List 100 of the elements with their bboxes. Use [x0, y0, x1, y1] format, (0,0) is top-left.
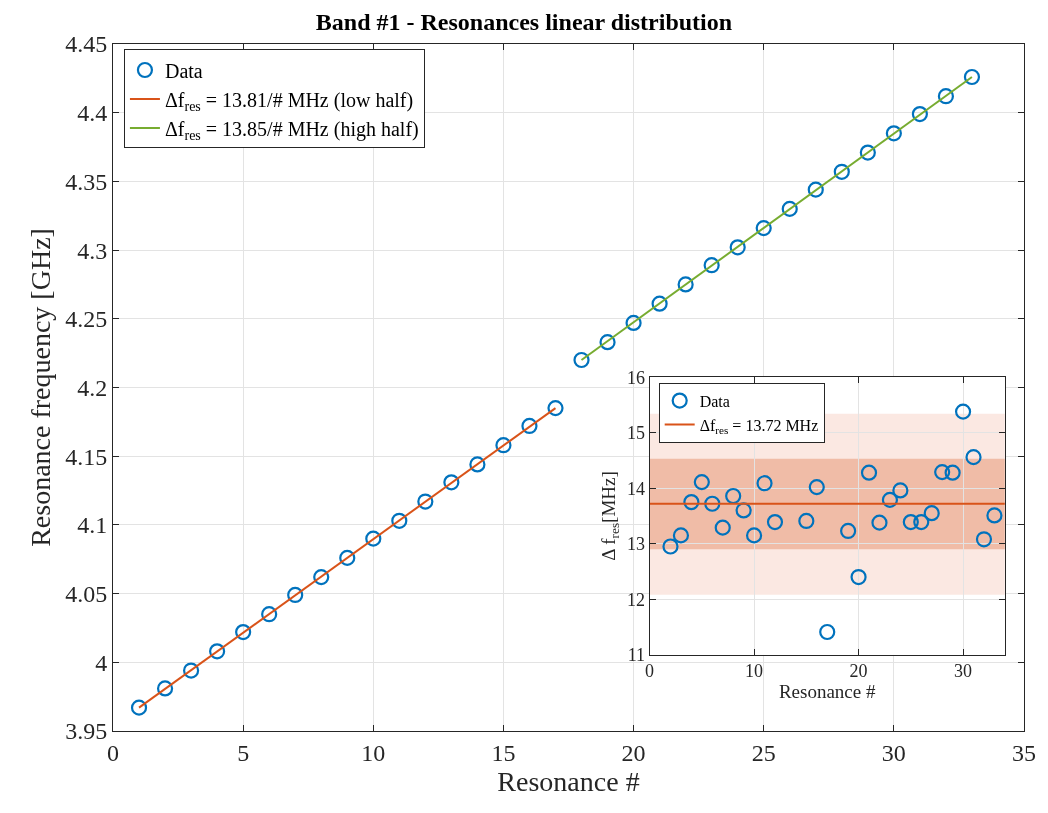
- point: [954, 403, 972, 420]
- point: [963, 68, 981, 86]
- x-tick-label: 0: [107, 739, 119, 766]
- point: [339, 549, 356, 566]
- point: [871, 514, 888, 531]
- point: [756, 475, 773, 492]
- point: [625, 314, 642, 332]
- y-tick-label: 4.35: [65, 168, 108, 195]
- point: [495, 437, 512, 454]
- legend-label: Data: [699, 392, 730, 410]
- y-axis-title: Resonance frequency [GHz]: [24, 228, 56, 547]
- point: [850, 568, 867, 586]
- legend-label: Data: [164, 59, 203, 82]
- point: [986, 507, 1003, 524]
- y-tick-label: 12: [626, 589, 645, 610]
- x-axis-title: Resonance #: [497, 765, 640, 797]
- legend-label: Δf$_{res}$ = 13.72 MHz: [699, 416, 819, 436]
- point: [672, 527, 690, 544]
- point: [902, 513, 919, 531]
- point: [807, 181, 824, 198]
- point: [913, 513, 930, 531]
- point: [209, 643, 226, 660]
- point: [261, 606, 278, 623]
- x-tick-label: 20: [849, 661, 868, 682]
- x-tick-label: 30: [881, 739, 906, 766]
- x-tick-label: 30: [954, 661, 973, 682]
- x-tick-label: 0: [645, 661, 655, 682]
- point: [547, 400, 564, 417]
- point: [469, 456, 486, 473]
- y-tick-label: 4.3: [77, 237, 108, 264]
- point: [860, 464, 878, 481]
- y-tick-label: 11: [627, 645, 645, 666]
- y-tick-label: 4: [95, 649, 108, 676]
- point: [735, 502, 752, 519]
- point: [781, 200, 798, 217]
- y-tick-label: 4.45: [65, 31, 108, 58]
- y-tick-label: 3.95: [65, 718, 108, 745]
- point: [766, 513, 784, 531]
- point: [808, 479, 825, 496]
- y-tick-label: 16: [626, 367, 645, 388]
- point: [443, 474, 460, 491]
- point: [859, 144, 876, 161]
- point: [365, 530, 382, 547]
- y-tick-label: 4.05: [65, 581, 108, 607]
- point: [833, 163, 850, 180]
- point: [391, 512, 408, 529]
- y-tick-label: 4.15: [65, 443, 108, 470]
- x-axis-title: Resonance #: [778, 681, 876, 703]
- point: [714, 519, 731, 536]
- point: [521, 417, 538, 435]
- point: [573, 351, 590, 369]
- point: [975, 531, 993, 548]
- x-tick-label: 25: [751, 739, 776, 766]
- point: [156, 680, 174, 697]
- point: [911, 105, 928, 123]
- point: [662, 538, 679, 555]
- y-tick-label: 14: [626, 478, 645, 499]
- point: [703, 257, 720, 274]
- point: [755, 220, 772, 237]
- chart-title: Band #1 - Resonances linear distribution: [315, 9, 733, 36]
- point: [417, 493, 434, 510]
- point: [599, 334, 616, 351]
- y-tick-label: 4.1: [77, 512, 108, 539]
- point: [745, 527, 763, 544]
- x-tick-label: 20: [621, 739, 646, 766]
- x-tick-label: 10: [361, 739, 386, 766]
- point: [881, 491, 899, 508]
- y-tick-label: 13: [626, 534, 645, 555]
- point: [892, 482, 909, 499]
- x-tick-label: 35: [1012, 739, 1036, 766]
- point: [235, 623, 252, 641]
- y-tick-label: 4.25: [65, 306, 108, 333]
- point: [313, 569, 330, 586]
- point: [130, 699, 148, 716]
- point: [840, 522, 857, 540]
- point: [923, 505, 940, 522]
- point: [944, 464, 961, 481]
- point: [651, 295, 668, 312]
- point: [937, 88, 955, 105]
- point: [677, 276, 694, 293]
- point: [965, 449, 982, 466]
- point: [704, 495, 721, 512]
- x-tick-label: 15: [491, 739, 516, 766]
- y-tick-label: 15: [626, 423, 645, 443]
- point: [885, 125, 902, 142]
- y-tick-label: 4.4: [77, 100, 108, 127]
- legend-label: Δf$_{res}$ = 13.85/# MHz (high half): [164, 117, 419, 143]
- point: [798, 512, 815, 530]
- point: [934, 464, 951, 481]
- point: [683, 494, 700, 511]
- legend-label: Δf$_{res}$ = 13.81/# MHz (low half): [164, 88, 414, 114]
- point: [183, 662, 200, 679]
- point: [287, 586, 304, 604]
- x-tick-label: 5: [237, 739, 250, 766]
- point: [725, 487, 742, 505]
- point: [729, 239, 746, 256]
- y-tick-label: 4.2: [77, 374, 108, 401]
- x-tick-label: 10: [745, 661, 764, 682]
- point: [819, 623, 836, 641]
- point: [693, 474, 710, 491]
